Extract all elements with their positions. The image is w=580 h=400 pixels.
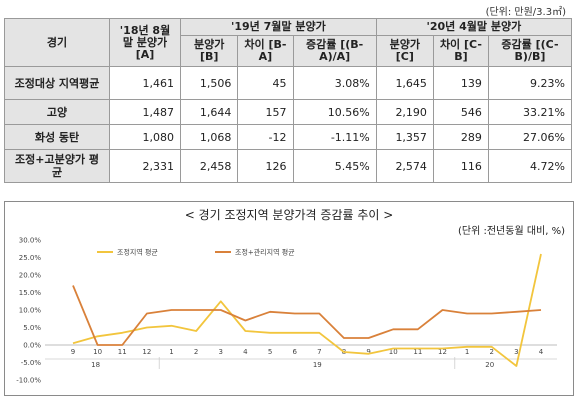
x-tick-label: 5 [268,348,272,356]
cell: 1,357 [375,124,434,150]
cell: 1,080 [109,124,181,150]
cell: 126 [237,149,294,183]
cell: 1,487 [109,99,181,125]
y-tick-label: 20.0% [19,272,42,280]
y-tick-label: 15.0% [19,289,42,297]
header-region: 경기 [4,18,110,67]
table-row: 조정대상 지역평균 1,461 1,506 45 3.08% 1,645 139… [4,66,573,100]
table-row: 조정+고분양가 평균 2,331 2,458 126 5.45% 2,574 1… [4,149,573,183]
cell: 45 [237,66,294,100]
row-label: 화성 동탄 [4,124,110,150]
cell: 1,461 [109,66,181,100]
legend-label: 조정지역 평균 [117,248,158,257]
header-col: 차이 [C-B] [432,35,489,67]
y-tick-label: 25.0% [19,254,42,262]
cell: 2,190 [375,99,434,125]
y-tick-label: -5.0% [21,359,42,367]
cell: 33.21% [487,99,573,125]
cell: -12 [237,124,294,150]
year-label: 18 [91,361,100,369]
cell: 157 [237,99,294,125]
cell: 3.08% [292,66,377,100]
header-base-price: '18년 8월말 분양가 [A] [109,18,181,67]
cell: 1,068 [179,124,239,150]
y-tick-label: 0.0% [23,342,41,350]
chart-unit-note: (단위 :전년동월 대비, %) [458,226,565,237]
cell: 139 [432,66,489,100]
header-col: 차이 [B-A] [237,35,294,67]
x-tick-label: 12 [142,348,151,356]
cell: 2,458 [179,149,239,183]
x-tick-label: 7 [317,348,321,356]
y-tick-label: 30.0% [19,237,42,245]
cell: 4.72% [487,149,573,183]
x-tick-label: 2 [490,348,494,356]
y-tick-label: 5.0% [23,324,41,332]
cell: 546 [432,99,489,125]
table-row: 화성 동탄 1,080 1,068 -12 -1.11% 1,357 289 2… [4,124,573,150]
header-col: 증감률 [(B-A)/A] [292,35,377,67]
cell: 116 [432,149,489,183]
cell: 1,645 [375,66,434,100]
cell: 2,574 [375,149,434,183]
x-tick-label: 11 [413,348,422,356]
header-group-2020: '20년 4월말 분양가 [375,18,573,36]
chart-title: < 경기 조정지역 분양가격 증감률 추이 > [184,208,394,222]
row-label: 조정+고분양가 평균 [4,149,110,183]
x-tick-label: 10 [93,348,102,356]
x-tick-label: 11 [118,348,127,356]
header-col: 증감률 [(C-B)/B] [487,35,573,67]
cell: 9.23% [487,66,573,100]
header-col: 분양가 [C] [375,35,434,67]
y-tick-label: -10.0% [16,377,41,385]
x-tick-label: 2 [194,348,198,356]
line-chart: 30.0% 25.0% 20.0% 15.0% 10.0% 5.0% 0.0% -5.0% -1… [16,237,557,385]
y-tick-label: 10.0% [19,307,42,315]
x-tick-label: 9 [71,348,75,356]
cell: 27.06% [487,124,573,150]
chart-panel: < 경기 조정지역 분양가격 증감률 추이 > (단위 :전년동월 대비, %)… [4,201,574,396]
header-col: 분양가 [B] [179,35,239,67]
row-label: 고양 [4,99,110,125]
x-tick-label: 9 [366,348,370,356]
x-tick-label: 4 [243,348,248,356]
x-tick-label: 1 [465,348,469,356]
row-label: 조정대상 지역평균 [4,66,110,100]
cell: 1,644 [179,99,239,125]
cell: 289 [432,124,489,150]
x-tick-label: 1 [169,348,173,356]
cell: 1,506 [179,66,239,100]
x-tick-label: 6 [292,348,297,356]
cell: 2,331 [109,149,181,183]
x-tick-label: 3 [514,348,518,356]
header-group-2019: '19년 7월말 분양가 [180,18,377,36]
x-tick-label: 12 [438,348,447,356]
year-label: 20 [485,361,494,369]
series-line-0 [72,253,542,367]
table-unit-note: (단위: 만원/3.3㎡) [485,7,566,18]
x-tick-label: 4 [539,348,544,356]
year-label: 19 [313,361,322,369]
cell: 10.56% [292,99,377,125]
x-tick-label: 10 [389,348,398,356]
price-table: 경기 '18년 8월말 분양가 [A] '19년 7월말 분양가 '20년 4월… [4,18,573,183]
legend-label: 조정+관리지역 평균 [235,248,295,257]
cell: 5.45% [292,149,377,183]
table-row: 고양 1,487 1,644 157 10.56% 2,190 546 33.2… [4,99,573,125]
cell: -1.11% [292,124,377,150]
x-tick-label: 3 [219,348,223,356]
series-line-1 [72,285,542,346]
